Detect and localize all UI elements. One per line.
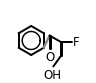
Text: O: O bbox=[46, 51, 55, 64]
Text: F: F bbox=[73, 36, 80, 49]
Text: OH: OH bbox=[44, 69, 62, 82]
